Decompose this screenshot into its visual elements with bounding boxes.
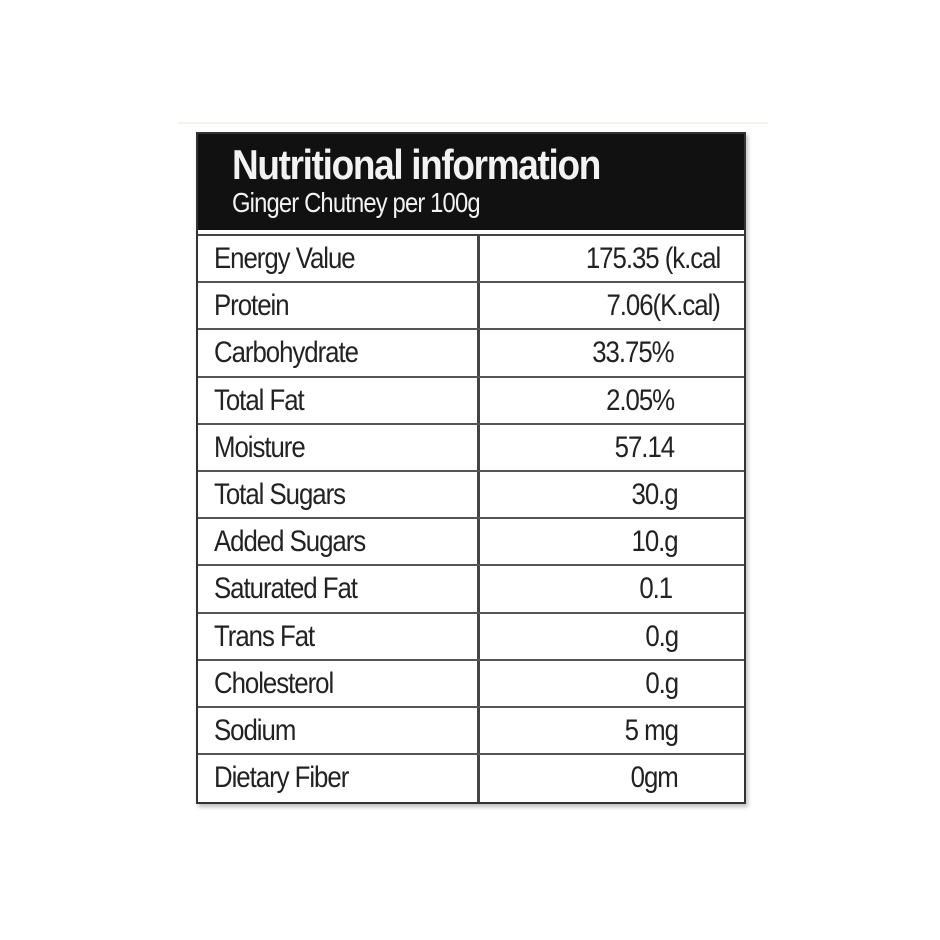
- table-row: Trans Fat 0.g: [198, 613, 744, 661]
- nutrient-name: Sodium: [198, 707, 480, 754]
- table-row: Dietary Fiber 0gm: [198, 755, 744, 803]
- nutrient-name: Total Sugars: [198, 471, 480, 518]
- nutrient-name: Added Sugars: [198, 519, 480, 565]
- nutrient-name: Carbohydrate: [198, 330, 480, 376]
- nutrient-name-text: Trans Fat: [214, 619, 315, 653]
- nutrient-value-text: 175.35 (k.cal: [585, 242, 721, 275]
- table-row: Added Sugars 10.g: [198, 519, 744, 567]
- nutrient-name: Trans Fat: [198, 613, 480, 659]
- table-row: Saturated Fat 0.1: [198, 566, 744, 614]
- nutrient-value-text: 5 mg: [624, 713, 679, 747]
- nutrient-value: 57.14: [480, 425, 744, 470]
- nutrient-value: 2.05%: [480, 378, 744, 423]
- nutrient-name-text: Moisture: [214, 430, 306, 464]
- table-row: Moisture 57.14: [198, 424, 744, 472]
- nutrient-value-text: 0.g: [645, 666, 679, 700]
- label-subtitle: Ginger Chutney per 100g: [232, 187, 481, 218]
- nutrient-value-text: 7.06(K.cal): [606, 289, 721, 323]
- nutrient-value: 5 mg: [480, 708, 744, 753]
- nutrient-name-text: Protein: [214, 289, 290, 323]
- nutrient-name: Total Fat: [198, 377, 480, 423]
- nutrient-value: 30.g: [480, 472, 744, 517]
- table-row: Total Sugars 30.g: [198, 471, 744, 520]
- table-row: Protein 7.06(K.cal): [198, 283, 744, 331]
- nutrient-value-text: 0.1: [639, 572, 673, 606]
- background-edge: [178, 122, 768, 124]
- nutrient-name-text: Sodium: [214, 713, 296, 747]
- nutrient-name: Cholesterol: [198, 660, 480, 706]
- nutrient-value: 10.g: [480, 519, 744, 564]
- nutrient-name-text: Added Sugars: [214, 525, 366, 559]
- nutrient-name: Moisture: [198, 424, 480, 470]
- nutrient-name-text: Energy Value: [214, 242, 356, 275]
- nutrient-name: Dietary Fiber: [198, 755, 480, 803]
- nutrition-table: Energy Value 175.35 (k.cal Protein 7.06(K.c…: [198, 234, 744, 803]
- table-row: Total Fat 2.05%: [198, 377, 744, 425]
- nutrient-value: 7.06(K.cal): [480, 283, 744, 328]
- table-row: Sodium 5 mg: [198, 707, 744, 756]
- nutrient-value: 0.g: [480, 614, 744, 659]
- label-header: Nutritional information Ginger Chutney p…: [198, 134, 744, 230]
- nutrient-value: 175.35 (k.cal: [480, 236, 744, 281]
- nutrient-value-text: 57.14: [614, 430, 675, 464]
- nutrient-name: Protein: [198, 283, 480, 329]
- nutrient-name-text: Total Sugars: [214, 477, 346, 511]
- nutrient-name: Energy Value: [198, 236, 480, 282]
- nutrient-name-text: Dietary Fiber: [214, 761, 349, 795]
- nutrient-value-text: 0gm: [630, 761, 679, 795]
- nutrient-value: 0.1: [480, 566, 744, 611]
- label-title: Nutritional information: [232, 141, 601, 188]
- table-row: Carbohydrate 33.75%: [198, 330, 744, 378]
- table-row: Energy Value 175.35 (k.cal: [198, 236, 744, 284]
- nutrient-value-text: 0.g: [645, 619, 679, 653]
- nutrient-name-text: Saturated Fat: [214, 572, 358, 606]
- nutrition-label: Nutritional information Ginger Chutney p…: [196, 132, 746, 805]
- nutrient-name: Saturated Fat: [198, 566, 480, 612]
- nutrient-value-text: 30.g: [631, 477, 679, 511]
- nutrient-name-text: Total Fat: [214, 383, 305, 417]
- nutrient-value: 0gm: [480, 755, 744, 802]
- table-row: Cholesterol 0.g: [198, 660, 744, 708]
- nutrient-name-text: Cholesterol: [214, 666, 334, 700]
- nutrient-value: 33.75%: [480, 330, 744, 375]
- nutrient-value-text: 33.75%: [592, 336, 675, 370]
- nutrient-value-text: 10.g: [631, 525, 679, 559]
- nutrient-name-text: Carbohydrate: [214, 336, 359, 370]
- nutrient-value: 0.g: [480, 661, 744, 706]
- nutrient-value-text: 2.05%: [605, 383, 675, 417]
